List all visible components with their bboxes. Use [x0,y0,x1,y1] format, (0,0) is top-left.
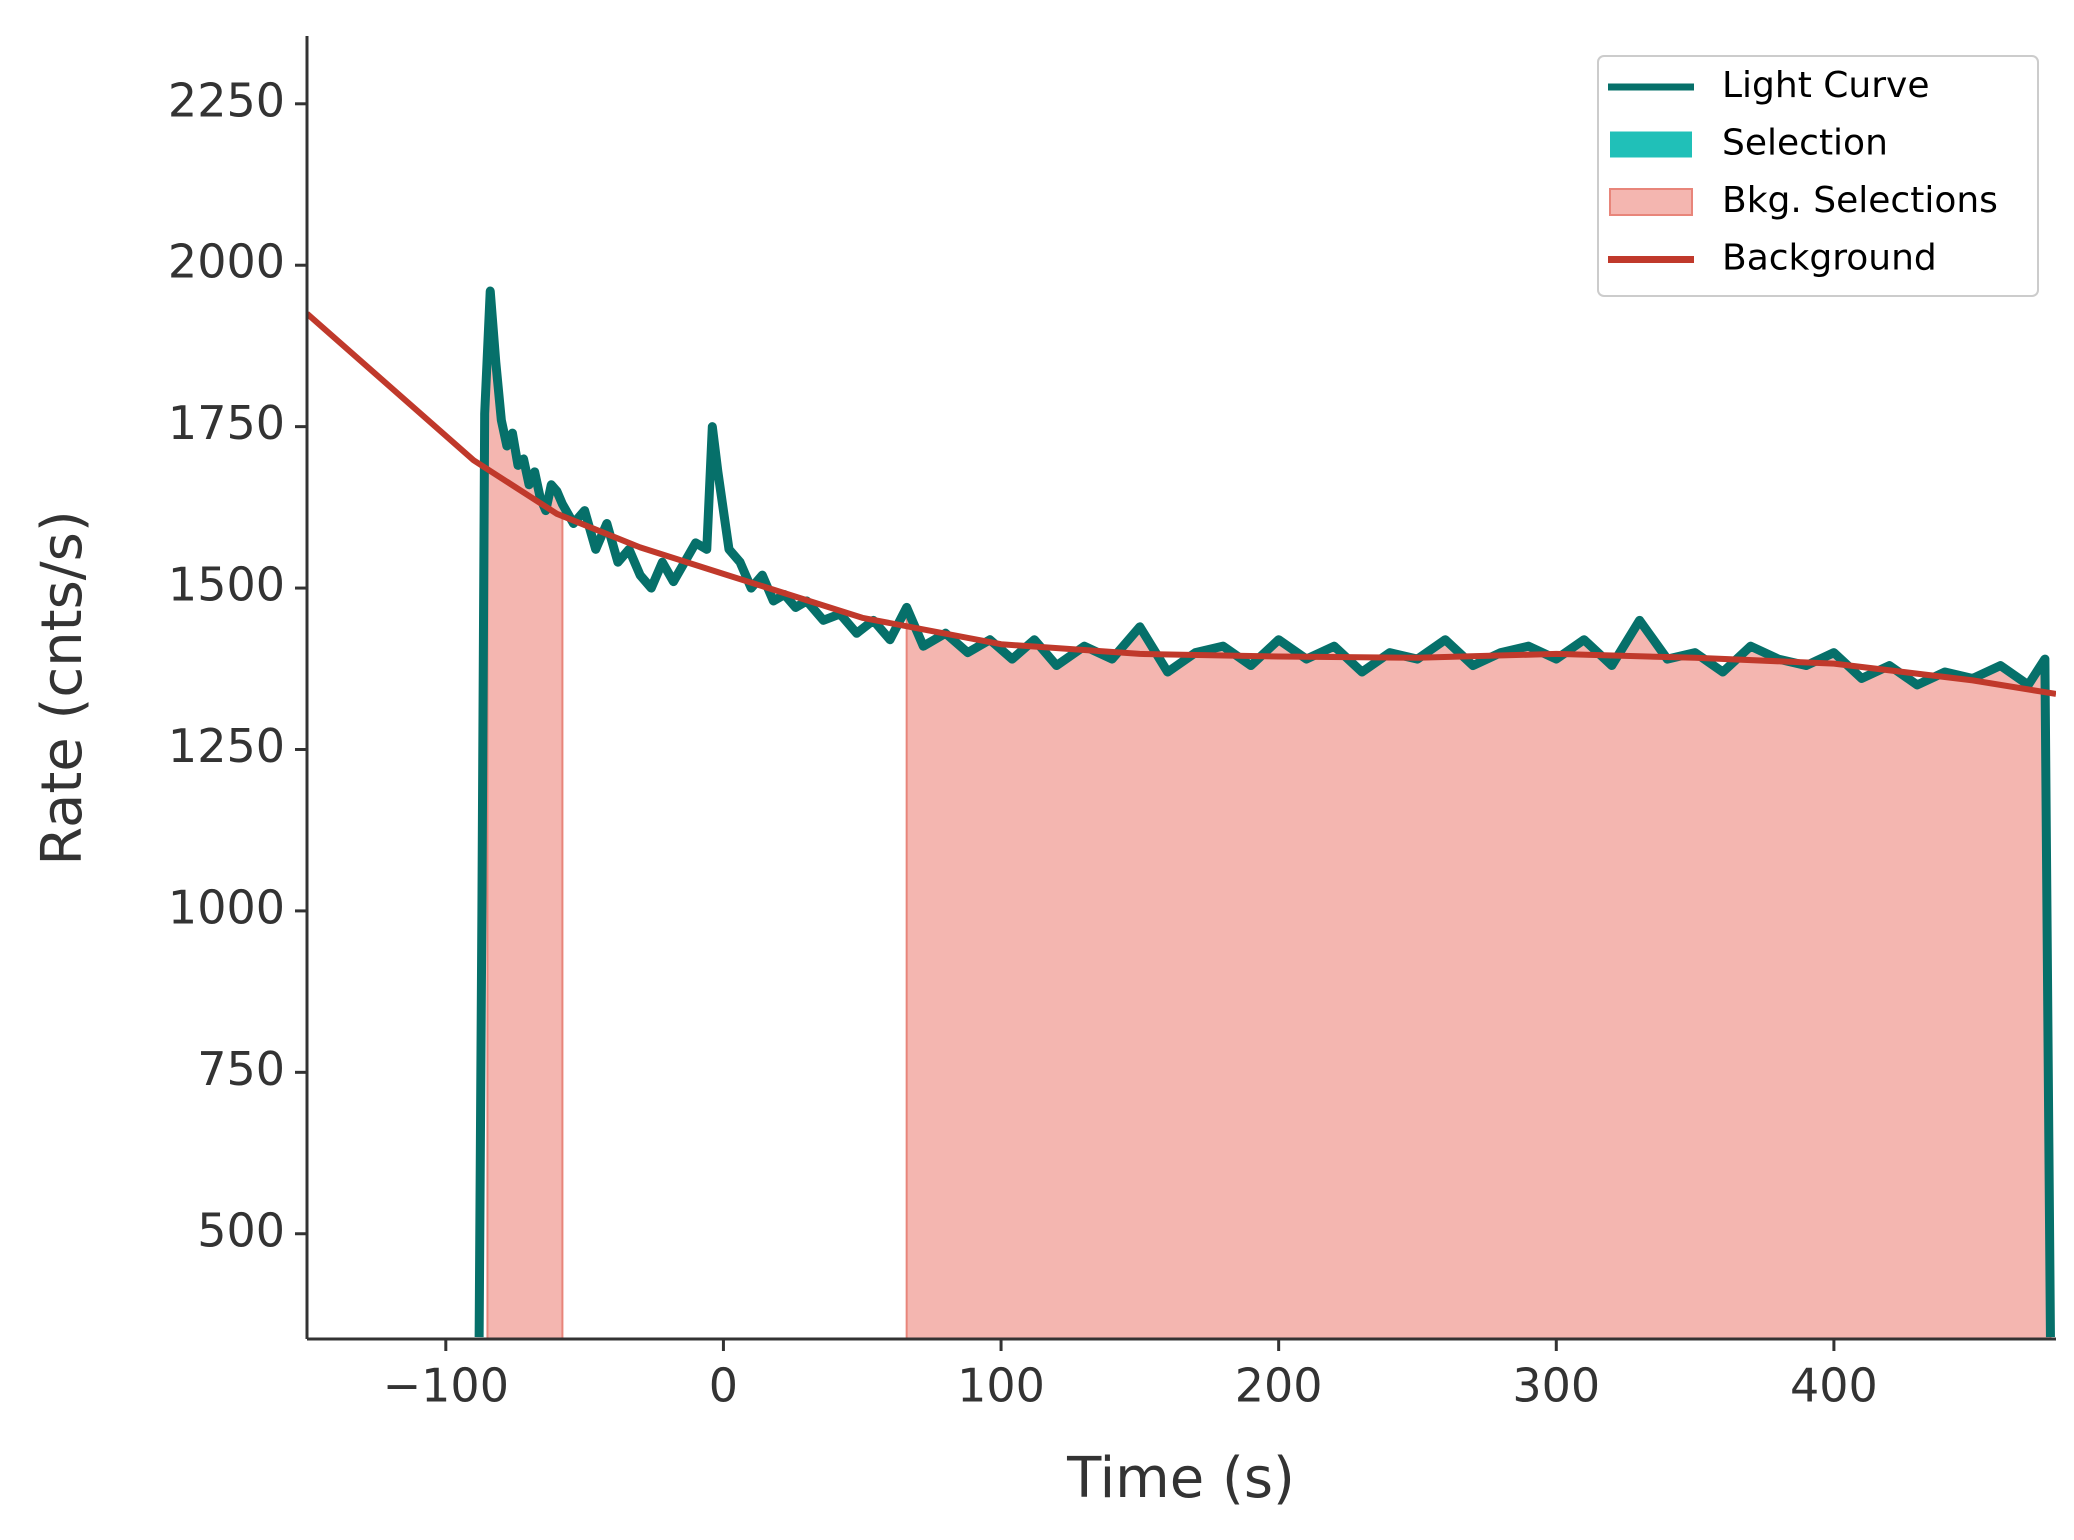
bkg-selection [486,290,564,1339]
background-curve [307,311,2056,697]
legend-label: Background [1722,238,1937,279]
x-tick-label: 100 [957,1359,1045,1413]
y-tick-label: 1250 [168,719,285,773]
legend-label: Light Curve [1722,65,1930,106]
x-axis-label: Time (s) [1066,1446,1295,1511]
y-tick-label: 1500 [168,558,285,612]
y-tick-label: 2250 [168,73,285,127]
y-axis-label: Rate (cnts/s) [30,510,95,865]
bkg-selection [905,607,2052,1339]
x-tick-label: 0 [709,1359,738,1413]
y-tick-label: 500 [197,1203,285,1257]
x-tick-label: −100 [383,1359,509,1413]
legend-swatch [1610,131,1692,158]
legend-swatch [1609,188,1693,216]
x-tick-label: 300 [1512,1359,1600,1413]
y-tick-label: 750 [197,1042,285,1096]
x-tick-label: 400 [1790,1359,1878,1413]
legend-box [1597,55,2039,297]
y-tick-label: 1000 [168,880,285,934]
legend-label: Bkg. Selections [1722,180,1998,221]
x-tick-label: 200 [1235,1359,1323,1413]
y-tick-label: 1750 [168,396,285,450]
y-tick-label: 2000 [168,235,285,289]
legend-label: Selection [1722,123,1888,164]
plot-area [307,286,2056,1339]
